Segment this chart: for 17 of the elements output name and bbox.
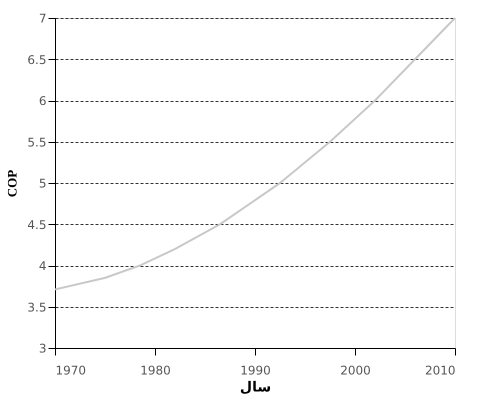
x-tick-label: 2010 [424,364,456,378]
y-tick-label: 5 [38,176,46,190]
x-axis-title: سال [240,380,272,396]
y-tick-label: 3 [38,342,46,356]
y-tick-label: 4.5 [27,218,46,232]
y-tick-label: 3.5 [27,300,46,314]
x-tick-label: 2000 [340,364,371,378]
y-tick-label: 7 [38,12,46,26]
y-tick-label: 6 [38,94,46,108]
y-axis-title: COP [4,170,20,198]
x-tick-label: 1970 [56,364,86,378]
x-tick-label: 1990 [240,364,271,378]
y-tick-label: 4 [38,259,46,273]
y-tick-label: 5.5 [27,135,46,150]
y-tick-label: 6.5 [27,52,46,67]
x-tick-label: 1980 [140,364,171,378]
line-series [54,17,456,290]
